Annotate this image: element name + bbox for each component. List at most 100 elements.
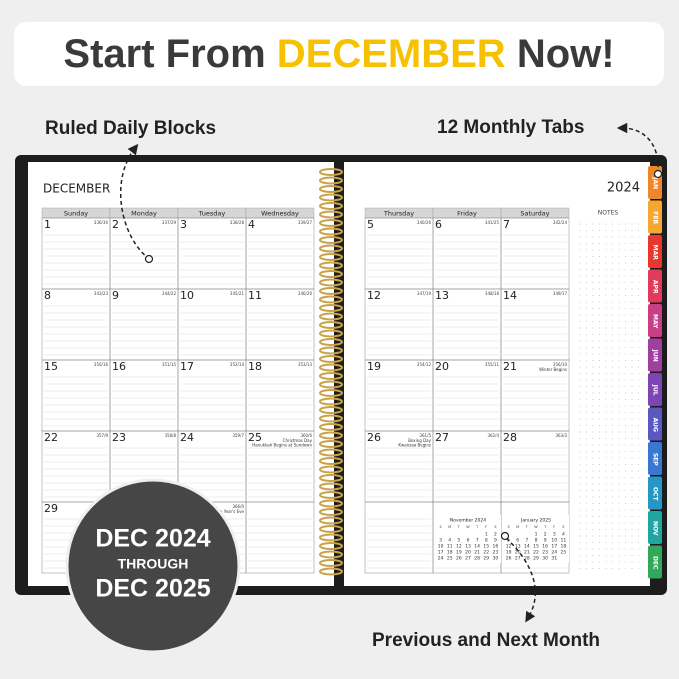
title-end: Now! — [517, 32, 615, 76]
mini-date: 1 — [485, 532, 488, 538]
note-dot — [612, 535, 613, 537]
note-dot — [592, 542, 594, 543]
note-dot — [638, 490, 639, 491]
note-dot — [631, 386, 633, 387]
note-dot — [599, 503, 600, 504]
note-dot — [605, 483, 607, 485]
weekday-label: Sunday — [64, 210, 88, 218]
mini-date: 12 — [506, 544, 512, 550]
day-number: 20 — [435, 360, 449, 373]
note-dot — [592, 301, 594, 303]
spiral-ring — [319, 474, 343, 482]
note-dot — [605, 516, 607, 517]
mini-date: 19 — [506, 550, 512, 556]
note-dot — [618, 340, 620, 342]
note-dot — [586, 555, 587, 556]
note-dot — [612, 236, 613, 238]
note-dot — [618, 366, 620, 368]
note-dot — [599, 548, 600, 550]
note-dot — [625, 321, 626, 322]
mini-date: 29 — [533, 556, 539, 562]
note-dot — [618, 490, 620, 491]
note-dot — [592, 288, 594, 290]
note-dot — [599, 275, 600, 277]
note-dot — [579, 327, 581, 329]
note-dot — [625, 340, 626, 342]
note-dot — [599, 509, 600, 511]
mini-date: 5 — [457, 538, 460, 544]
spiral-ring — [319, 465, 343, 474]
note-dot — [612, 392, 613, 394]
note-dot — [638, 470, 639, 472]
note-dot — [625, 418, 626, 420]
note-dot — [638, 457, 639, 459]
day-number: 16 — [112, 360, 126, 373]
day-number: 12 — [367, 289, 381, 302]
day-count: 354/12 — [417, 362, 432, 367]
note-dot — [638, 321, 639, 322]
note-dot — [599, 555, 600, 556]
note-dot — [579, 236, 581, 238]
note-dot — [618, 535, 620, 537]
note-dot — [638, 262, 639, 264]
note-dot — [605, 282, 607, 283]
day-count: 357/9 — [96, 433, 108, 438]
note-dot — [592, 366, 594, 368]
note-dot — [612, 275, 613, 277]
note-dot — [612, 542, 613, 543]
note-dot — [605, 366, 607, 368]
day-count: 363/3 — [555, 433, 567, 438]
spiral-ring — [319, 380, 343, 389]
note-dot — [638, 327, 639, 329]
note-dot — [618, 373, 620, 374]
month-tab — [648, 373, 662, 406]
note-dot — [631, 438, 633, 439]
note-dot — [625, 503, 626, 504]
note-dot — [618, 327, 620, 329]
spiral-ring — [319, 227, 343, 236]
note-dot — [638, 542, 639, 543]
day-number: 26 — [367, 431, 381, 444]
note-dot — [579, 412, 581, 413]
note-dot — [592, 262, 594, 264]
mini-date: 27 — [515, 556, 521, 562]
note-dot — [599, 405, 600, 407]
note-dot — [592, 418, 594, 420]
note-dot — [625, 509, 626, 511]
note-dot — [618, 360, 620, 361]
note-dot — [612, 243, 613, 244]
note-dot — [612, 353, 613, 355]
note-dot — [605, 249, 607, 251]
note-dot — [586, 470, 587, 472]
note-dot — [605, 256, 607, 257]
note-dot — [579, 438, 581, 439]
note-dot — [605, 230, 607, 231]
note-dot — [605, 418, 607, 420]
note-dot — [599, 321, 600, 322]
note-dot — [605, 360, 607, 361]
note-dot — [599, 262, 600, 264]
holiday: Winter Begins — [539, 367, 567, 372]
note-dot — [612, 496, 613, 498]
note-dot — [605, 561, 607, 563]
note-dot — [605, 535, 607, 537]
note-dot — [592, 529, 594, 530]
note-dot — [592, 275, 594, 277]
note-dot — [605, 464, 607, 465]
note-dot — [592, 477, 594, 478]
spiral-ring — [319, 295, 343, 304]
note-dot — [618, 288, 620, 290]
spiral-ring — [319, 321, 343, 329]
note-dot — [599, 256, 600, 257]
note-dot — [586, 399, 587, 400]
callout-arrow — [119, 143, 149, 259]
note-dot — [579, 464, 581, 465]
note-dot — [612, 516, 613, 517]
note-dot — [579, 282, 581, 283]
note-dot — [599, 483, 600, 485]
note-dot — [625, 483, 626, 485]
note-dot — [599, 516, 600, 517]
note-dot — [586, 496, 587, 498]
note-dot — [638, 353, 639, 355]
mini-weekday: S — [439, 525, 442, 529]
